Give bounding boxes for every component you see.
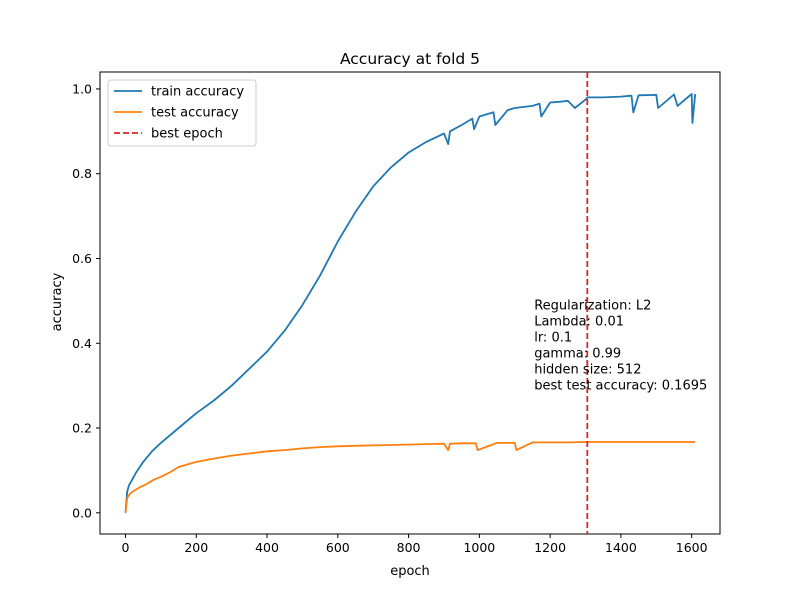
y-tick-label: 0.8 — [72, 166, 92, 181]
x-tick-label: 1000 — [463, 540, 495, 555]
y-tick-label: 0.0 — [72, 505, 92, 520]
legend: train accuracy test accuracy best epoch — [107, 79, 257, 147]
annotation-line: hidden size: 512 — [534, 362, 641, 377]
y-tick-label: 0.4 — [72, 336, 92, 351]
x-tick-label: 600 — [326, 540, 350, 555]
x-tick-label: 1200 — [534, 540, 566, 555]
series-line-test-accuracy — [124, 441, 696, 513]
y-axis-label: accuracy — [50, 272, 65, 331]
x-tick-label: 400 — [255, 540, 279, 555]
y-tick-label: 1.0 — [72, 81, 92, 96]
annotation-line: gamma: 0.99 — [534, 346, 621, 361]
annotation-line: lr: 0.1 — [534, 330, 572, 345]
x-tick-label: 1600 — [676, 540, 708, 555]
x-tick-label: 800 — [397, 540, 421, 555]
legend-label: test accuracy — [151, 106, 239, 121]
x-tick-label: 1400 — [605, 540, 637, 555]
legend-label: train accuracy — [151, 85, 244, 100]
legend-label: best epoch — [151, 127, 223, 142]
annotation-line: Lambda: 0.01 — [534, 314, 624, 329]
legend-box — [107, 79, 257, 147]
series-line-train-accuracy — [124, 93, 697, 513]
chart-title: Accuracy at fold 5 — [340, 50, 480, 68]
x-tick-label: 200 — [184, 540, 208, 555]
annotation-line: best test accuracy: 0.1695 — [534, 378, 707, 393]
x-axis-label: epoch — [390, 564, 430, 579]
y-tick-label: 0.2 — [72, 421, 92, 436]
axes-frame — [99, 71, 721, 535]
x-tick-label: 0 — [122, 540, 130, 555]
annotation-line: Regularization: L2 — [534, 298, 651, 313]
plot-area: 0 200 400 600 800 1000 1200 1400 1600 0.0 0.2 0.4 0.… — [72, 71, 721, 555]
y-tick-label: 0.6 — [72, 251, 92, 266]
